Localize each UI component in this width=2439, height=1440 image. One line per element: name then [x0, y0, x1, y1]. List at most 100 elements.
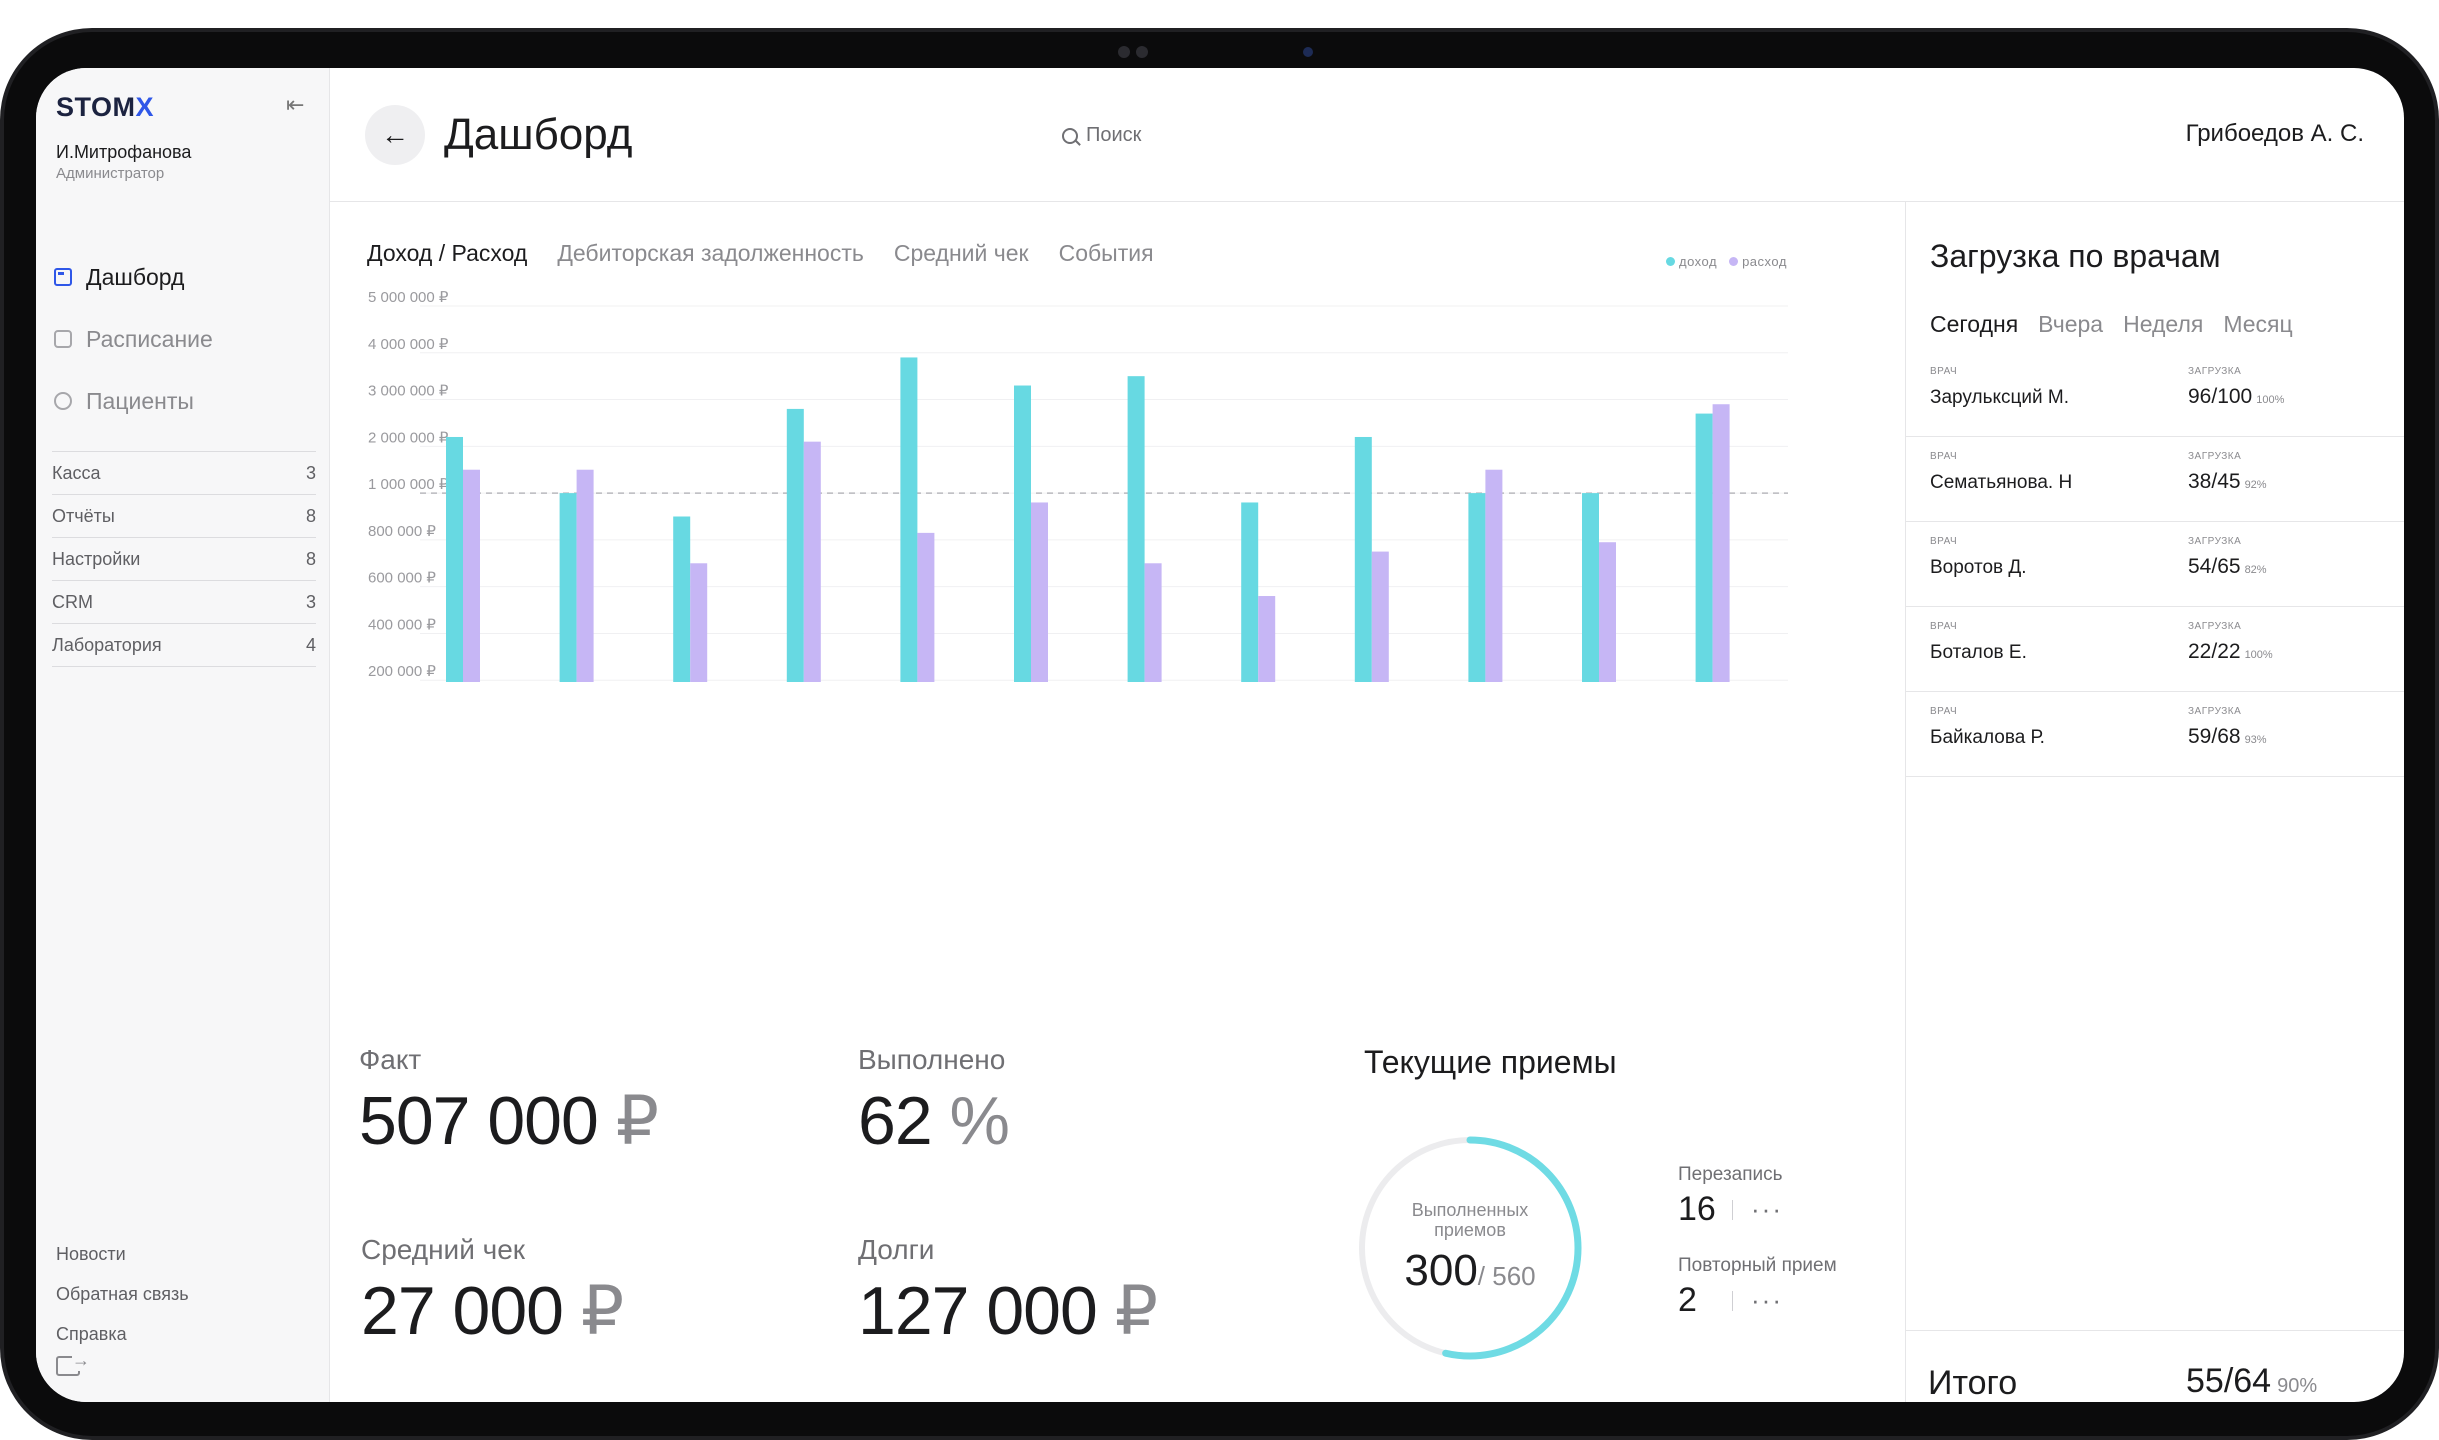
value-number: 127 000 [858, 1273, 1098, 1349]
arrow-left-icon: ← [381, 119, 409, 150]
load-value: 96/100 [2188, 385, 2253, 408]
stat-average-check: Средний чек 27 000 ₽ [361, 1234, 624, 1351]
footer-links: Новости Обратная связь Справка [56, 1234, 189, 1354]
more-icon[interactable]: ··· [1751, 1194, 1783, 1224]
total-load: 55/64 [2186, 1362, 2272, 1400]
load-value: 38/45 [2188, 470, 2241, 493]
collapse-left-icon[interactable]: ⇤ [286, 92, 305, 117]
stat-value: 127 000 ₽ [858, 1272, 1158, 1351]
tablet-frame: STOMX ⇤ И.Митрофанова Администратор Дашб… [0, 28, 2439, 1440]
column-caption: ВРАЧ [1930, 451, 1958, 462]
y-tick-label: 4 000 000 ₽ [368, 336, 449, 353]
bar-expense [576, 469, 594, 682]
legend-label: доход [1679, 254, 1718, 269]
chart-tabs: Доход / Расход Дебиторская задолженность… [367, 240, 1184, 267]
main-content: Доход / Расход Дебиторская задолженность… [330, 202, 1905, 1402]
column-caption: ЗАГРУЗКА [2188, 621, 2242, 632]
load-percent: 93% [2244, 734, 2267, 746]
count-badge: 8 [305, 548, 316, 569]
tab-average-check[interactable]: Средний чек [893, 240, 1029, 266]
divider [1732, 1290, 1733, 1311]
link-feedback[interactable]: Обратная связь [56, 1284, 189, 1304]
logo-text: STOM [56, 92, 136, 122]
doctor-load: 38/45 92% [2188, 470, 2267, 494]
tab-receivables[interactable]: Дебиторская задолженность [557, 240, 864, 266]
screen: STOMX ⇤ И.Митрофанова Администратор Дашб… [36, 68, 2404, 1402]
link-help[interactable]: Справка [56, 1324, 127, 1344]
app-logo[interactable]: STOMX [56, 92, 154, 123]
doctor-row[interactable]: ВРАЧ ЗАГРУЗКА Байкалова Р. 59/68 93% [1906, 692, 2404, 777]
load-percent: 100% [2244, 649, 2273, 661]
nav-item-settings[interactable]: Настройки 8 [52, 538, 316, 581]
bar-expense [917, 532, 935, 682]
load-value: 59/68 [2188, 725, 2241, 748]
more-icon[interactable]: ··· [1751, 1285, 1783, 1315]
logout-icon[interactable] [56, 1350, 90, 1376]
back-button[interactable]: ← [365, 105, 425, 165]
nav-item-patients[interactable]: Пациенты [54, 370, 314, 432]
divider [1732, 1199, 1733, 1220]
front-camera [1303, 47, 1313, 57]
doctor-load: 96/100 100% [2188, 385, 2284, 409]
bar-income [786, 408, 804, 682]
nav-item-schedule[interactable]: Расписание [54, 308, 314, 370]
bar-expense [803, 441, 821, 682]
count-badge: 4 [305, 634, 316, 655]
column-caption: ЗАГРУЗКА [2188, 706, 2242, 717]
ring-label-text: Выполненных приемов [1411, 1200, 1529, 1240]
doctor-load: 59/68 93% [2188, 725, 2267, 749]
tab-events[interactable]: События [1058, 240, 1154, 266]
currency-unit: ₽ [1114, 1273, 1158, 1349]
income-expense-chart: 0200 000 ₽400 000 ₽600 000 ₽800 000 ₽1 0… [368, 289, 1788, 682]
stat-debts: Долги 127 000 ₽ [858, 1234, 1158, 1351]
total-label: Итого [1928, 1364, 2018, 1402]
ring-label: Выполненных приемов [1352, 1200, 1588, 1240]
bar-income [900, 357, 918, 682]
sidebar: STOMX ⇤ И.Митрофанова Администратор Дашб… [36, 68, 330, 1402]
bar-income [673, 516, 691, 682]
y-tick-label: 5 000 000 ₽ [368, 289, 449, 306]
value-number: 27 000 [361, 1273, 564, 1349]
legend-dot [1729, 257, 1739, 266]
tab-income-expense[interactable]: Доход / Расход [367, 240, 528, 266]
nav-label: CRM [52, 591, 93, 612]
page-title: Дашборд [444, 110, 633, 159]
column-caption: ЗАГРУЗКА [2188, 451, 2242, 462]
stat-label: Долги [858, 1234, 935, 1265]
doctor-row[interactable]: ВРАЧ ЗАГРУЗКА Сематьянова. Н 38/45 92% [1906, 437, 2404, 522]
dashboard-icon [54, 268, 72, 286]
nav-item-dashboard[interactable]: Дашборд [54, 246, 314, 308]
bar-income [1127, 376, 1145, 682]
nav-label: Касса [52, 462, 101, 483]
tab-yesterday[interactable]: Вчера [2038, 311, 2104, 337]
nav-item-cashbox[interactable]: Касса 3 [52, 452, 316, 495]
nav-item-laboratory[interactable]: Лаборатория 4 [52, 624, 316, 667]
column-caption: ВРАЧ [1930, 366, 1958, 377]
mini-label: Повторный прием [1678, 1255, 1837, 1276]
nav-label: Дашборд [86, 263, 185, 290]
doctor-name: Зарульксций М. [1930, 387, 2069, 408]
tab-today[interactable]: Сегодня [1930, 311, 2019, 337]
completed-count: 300 [1404, 1246, 1478, 1295]
nav-item-reports[interactable]: Отчёты 8 [52, 495, 316, 538]
doctor-row[interactable]: ВРАЧ ЗАГРУЗКА Воротов Д. 54/65 82% [1906, 522, 2404, 607]
column-caption: ВРАЧ [1930, 621, 1958, 632]
y-tick-label: 3 000 000 ₽ [368, 383, 449, 400]
bar-expense [1599, 542, 1616, 682]
camera-dot [1136, 46, 1148, 58]
y-tick-label: 400 000 ₽ [368, 616, 436, 633]
bar-expense [1258, 596, 1276, 682]
doctor-row[interactable]: ВРАЧ ЗАГРУЗКА Боталов Е. 22/22 100% [1906, 607, 2404, 692]
link-news[interactable]: Новости [56, 1244, 126, 1264]
doctor-row[interactable]: ВРАЧ ЗАГРУЗКА Зарульксций М. 96/100 100% [1906, 352, 2404, 437]
appointments-title: Текущие приемы [1364, 1044, 1617, 1080]
user-name: И.Митрофанова [56, 142, 192, 162]
nav-item-crm[interactable]: CRM 3 [52, 581, 316, 624]
load-percent: 92% [2244, 479, 2267, 491]
tab-week[interactable]: Неделя [2123, 311, 2204, 337]
bar-expense [1485, 469, 1503, 682]
search-input[interactable]: Поиск [1062, 124, 1141, 147]
stat-label: Средний чек [361, 1234, 526, 1265]
current-user[interactable]: Грибоедов А. С. [2185, 120, 2364, 147]
tab-month[interactable]: Месяц [2223, 311, 2293, 337]
